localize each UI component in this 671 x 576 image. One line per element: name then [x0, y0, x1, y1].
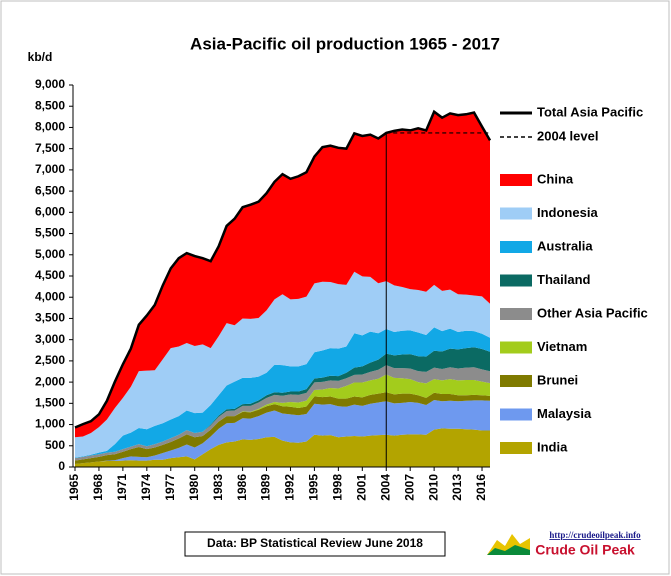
x-tick-label: 2010 [426, 474, 440, 501]
y-tick-label: 5,000 [35, 247, 65, 261]
legend-label: Indonesia [537, 205, 598, 220]
y-tick-label: 2,500 [35, 353, 65, 367]
y-tick-label: 1,500 [35, 396, 65, 410]
legend-label: Vietnam [537, 339, 587, 354]
x-tick-label: 2001 [354, 474, 368, 501]
total-line [74, 109, 492, 429]
y-tick-label: 6,500 [35, 183, 65, 197]
source: Data: BP Statistical Review June 2018 [207, 536, 423, 550]
x-tick-label: 2007 [402, 474, 416, 501]
y-tick-label: 2,000 [35, 374, 65, 388]
y-tick-label: 3,500 [35, 311, 65, 325]
legend-label: Malaysia [537, 406, 592, 421]
area [75, 347, 490, 459]
x-tick-label: 1992 [283, 474, 297, 501]
x-tick-label: 2016 [474, 474, 488, 501]
legend-label: India [537, 439, 568, 454]
source-box [184, 531, 446, 557]
y-tick-label: 6,000 [35, 205, 65, 219]
y-tick-label: 7,500 [35, 141, 65, 155]
legend-label: Total Asia Pacific [537, 104, 643, 119]
legend-swatch [500, 207, 532, 220]
chart-title: Asia-Pacific oil production 1965 - 2017 [190, 34, 500, 53]
y-tick-label: 7,000 [35, 162, 65, 176]
area [75, 365, 490, 461]
y-tick-label: 9,000 [35, 77, 65, 91]
x-tick-label: 1974 [139, 474, 153, 501]
x-tick-label: 1989 [259, 474, 273, 501]
legend-label: Thailand [537, 272, 591, 287]
x-tick-label: 1968 [91, 474, 105, 501]
legend-swatch [500, 341, 532, 354]
legend-swatch [500, 308, 532, 320]
x-tick-label: 1965 [67, 474, 81, 501]
legend-swatch [500, 408, 532, 421]
area [75, 392, 490, 465]
logo-icon [487, 545, 530, 555]
x-tick-label: 1971 [115, 474, 129, 501]
y-tick-label: 500 [45, 438, 65, 452]
x-tick-label: 1980 [187, 474, 201, 501]
legend-label: 2004 level [537, 128, 598, 143]
legend-label: Brunei [537, 372, 578, 387]
x-tick-label: 1995 [307, 474, 321, 501]
y-tick-label: 8,500 [35, 98, 65, 112]
logo-url[interactable]: http://crudeoilpeak.info [549, 530, 641, 540]
area [75, 374, 490, 461]
logo-name: Crude Oil Peak [535, 542, 635, 558]
logo: http://crudeoilpeak.info Crude Oil Peak [487, 530, 641, 558]
y-tick-label: 5,500 [35, 226, 65, 240]
legend-swatch [500, 174, 532, 186]
x-tick-label: 1986 [235, 474, 249, 501]
y-tick-label: 8,000 [35, 120, 65, 134]
x-tick-label: 2004 [378, 474, 392, 501]
legend-label: Australia [537, 238, 593, 253]
y-tick-label: 3,000 [35, 332, 65, 346]
x-tick-label: 1977 [163, 474, 177, 501]
area [75, 327, 490, 459]
y-tick-label: 0 [58, 459, 65, 473]
y-tick-label: 4,500 [35, 268, 65, 282]
x-tick-label: 1983 [211, 474, 225, 501]
legend-swatch [500, 241, 532, 253]
legend-swatch [500, 442, 532, 454]
legend-label: Other Asia Pacific [537, 305, 648, 320]
y-tick-label: 4,000 [35, 289, 65, 303]
legend-swatch [500, 274, 532, 287]
y-tick-label: 1,000 [35, 417, 65, 431]
x-tick-label: 2013 [450, 474, 464, 501]
x-tick-label: 1998 [331, 474, 345, 501]
legend-label: China [537, 171, 574, 186]
legend-swatch [500, 375, 532, 387]
y-axis-label: kb/d [28, 50, 53, 64]
